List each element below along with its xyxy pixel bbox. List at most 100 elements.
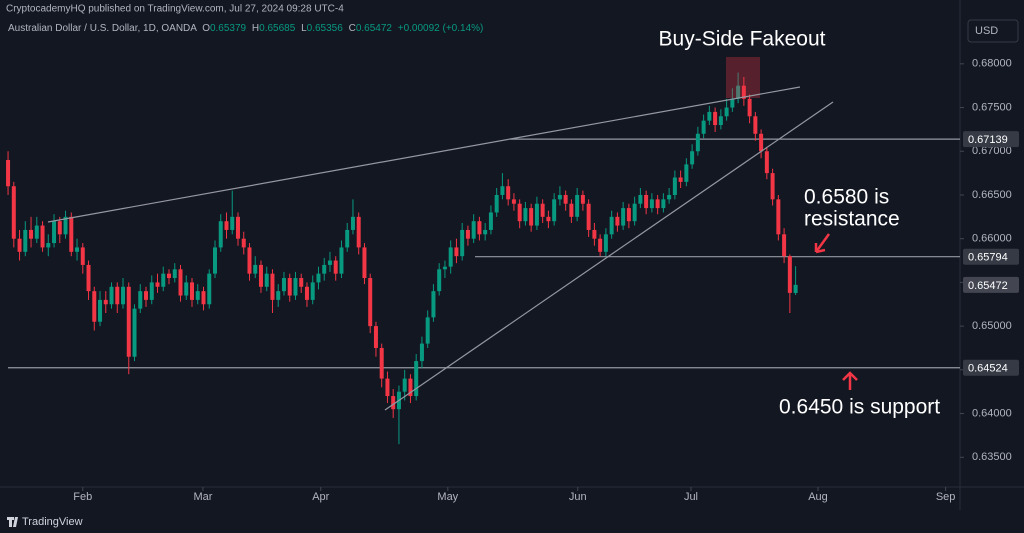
candle-body [598, 238, 603, 252]
candle-body [190, 282, 194, 300]
candle-body [253, 264, 258, 274]
candle-body [718, 116, 723, 126]
candle-body [437, 269, 442, 292]
candle-body [414, 361, 419, 397]
candle-body [787, 256, 792, 293]
candle-body [431, 291, 436, 318]
candle-body [632, 203, 637, 222]
candle-body [92, 291, 97, 322]
candle-body [362, 247, 367, 279]
candle-body [678, 177, 683, 182]
y-tick-label: 0.65000 [972, 320, 1012, 332]
currency: USD [975, 25, 998, 37]
x-tick-label: Sep [936, 491, 956, 503]
candle-body [379, 347, 384, 379]
candle-body [327, 260, 332, 265]
candle-body [494, 194, 499, 213]
arrow [842, 371, 858, 390]
candle-body [34, 225, 39, 239]
candle-body [218, 221, 223, 248]
candle-body [17, 238, 22, 252]
candle-body [350, 216, 355, 230]
candle-body [322, 264, 327, 274]
ohlc-key: C [349, 23, 356, 34]
x-tick-label: Jun [569, 491, 587, 503]
candle-body [316, 273, 321, 283]
candle-body [661, 199, 666, 209]
candle-body [575, 194, 580, 217]
candle-body [655, 199, 660, 209]
candle-body [477, 221, 482, 235]
candle-body [621, 208, 626, 226]
candle-body [506, 186, 511, 200]
x-tick-label: May [437, 491, 458, 503]
ohlc-value: 0.65685 [259, 23, 296, 34]
candle-body [339, 247, 344, 274]
candle-body [333, 260, 338, 274]
candle-body [391, 396, 396, 410]
legend-line: Australian Dollar / U.S. Dollar, 1D, OAN… [8, 23, 483, 34]
candle-body [511, 199, 516, 204]
publisher-line: CryptocademyHQ published on TradingView.… [6, 4, 344, 15]
candle-body [707, 111, 712, 121]
candle-body [724, 107, 729, 117]
candle-body [759, 133, 764, 152]
candle-body [753, 116, 758, 134]
ohlc-key: L [301, 23, 307, 34]
candle-body [115, 286, 120, 305]
y-tick-label: 0.66500 [972, 189, 1012, 201]
ohlc-value: 0.65379 [210, 23, 247, 34]
candle-body [741, 85, 746, 99]
candle-body [293, 278, 298, 296]
x-tick-label: Jul [684, 491, 698, 503]
candle-body [557, 194, 562, 200]
y-tick-label: 0.68000 [972, 58, 1012, 70]
candle-body [109, 286, 114, 305]
annotation: 0.6450 is support [779, 396, 940, 419]
candle-body [488, 212, 493, 230]
candle-body [23, 229, 28, 252]
ohlc-value: 0.65356 [307, 23, 344, 34]
candle-body [563, 194, 568, 204]
candle-body [57, 221, 62, 235]
candle-body [144, 291, 149, 300]
price-label-box [963, 359, 1019, 376]
candle-body [609, 216, 614, 235]
x-tick-label: Mar [193, 491, 212, 503]
candle-body [149, 282, 154, 300]
y-tick-label: 0.66000 [972, 233, 1012, 245]
candle-body [161, 273, 166, 287]
price-label-box [963, 248, 1019, 265]
candle-body [6, 160, 11, 187]
candle-body [281, 278, 286, 292]
change: +0.00092 (+0.14%) [398, 23, 484, 34]
candle-body [195, 291, 200, 300]
symbol: Australian Dollar / U.S. Dollar, 1D, OAN… [8, 23, 197, 34]
candle-body [402, 378, 407, 392]
candle-body [11, 186, 16, 239]
candle-body [626, 208, 631, 222]
candle-body [304, 286, 309, 300]
candle-body [126, 286, 131, 357]
last-price-box [963, 276, 1019, 293]
candle-body [471, 221, 476, 239]
candle-body [454, 247, 459, 257]
candle-body [540, 203, 545, 217]
candle-body [270, 273, 275, 300]
candle-body [592, 229, 597, 239]
candle-body [580, 194, 585, 204]
price-label-box [963, 131, 1019, 148]
price-label: 0.67139 [968, 134, 1008, 146]
y-tick-label: 0.67500 [972, 101, 1012, 113]
currency-box[interactable] [967, 19, 1019, 43]
candle-body [649, 199, 654, 209]
candle-body [40, 225, 45, 248]
candle-body [615, 216, 620, 226]
ohlc-key: O [202, 23, 210, 34]
candle-body [534, 203, 539, 226]
candle-body [258, 264, 263, 287]
candle-body [69, 216, 74, 252]
candle-body [167, 273, 172, 279]
candle-body [155, 282, 160, 287]
